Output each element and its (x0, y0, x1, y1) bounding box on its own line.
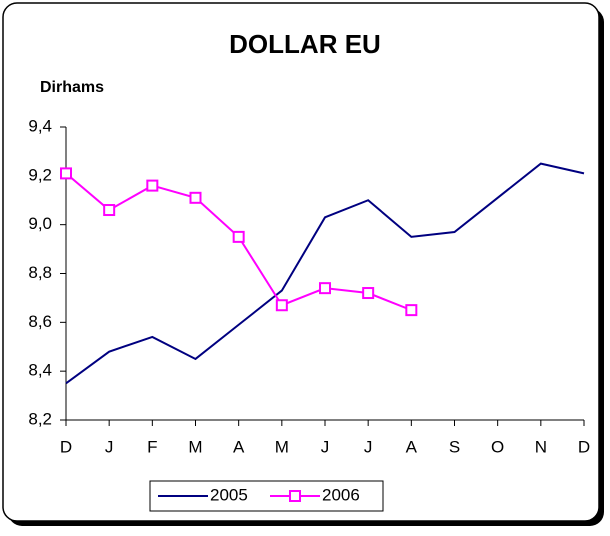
x-tick-label: J (321, 437, 330, 456)
x-tick-label: A (406, 437, 418, 456)
y-tick-label: 9,2 (28, 165, 52, 184)
x-tick-label: A (233, 437, 245, 456)
x-tick-label: F (147, 437, 157, 456)
frame (2, 2, 600, 522)
marker (189, 191, 202, 204)
y-axis-label: Dirhams (40, 79, 104, 96)
marker (405, 304, 418, 317)
marker (362, 287, 375, 300)
legend-label: 2006 (322, 485, 360, 504)
x-tick-label: S (449, 437, 460, 456)
chart-title: DOLLAR EU (229, 29, 381, 59)
y-tick-label: 9,0 (28, 214, 52, 233)
x-tick-label: J (105, 437, 114, 456)
x-tick-label: M (275, 437, 289, 456)
marker (232, 230, 245, 243)
x-tick-label: J (364, 437, 373, 456)
marker (103, 204, 116, 217)
y-tick-label: 8,4 (28, 361, 52, 380)
y-tick-label: 8,2 (28, 409, 52, 428)
marker (146, 179, 159, 192)
marker (60, 167, 72, 180)
x-tick-label: D (578, 437, 590, 456)
y-tick-label: 8,8 (28, 263, 52, 282)
x-tick-label: D (60, 437, 72, 456)
marker (275, 299, 288, 312)
x-tick-label: O (491, 437, 504, 456)
legend-marker (289, 490, 301, 502)
y-tick-label: 8,6 (28, 312, 52, 331)
x-tick-label: N (535, 437, 547, 456)
y-tick-label: 9,4 (28, 116, 52, 135)
series-line (65, 162, 585, 385)
marker (319, 282, 331, 295)
legend-label: 2005 (210, 485, 248, 504)
x-tick-label: M (188, 437, 202, 456)
